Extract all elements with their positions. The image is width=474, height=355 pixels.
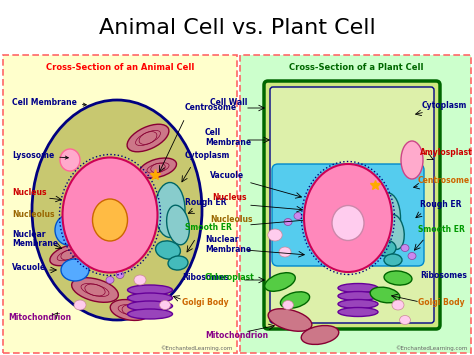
Ellipse shape: [160, 300, 170, 310]
Ellipse shape: [268, 309, 312, 331]
Ellipse shape: [294, 213, 302, 219]
Ellipse shape: [401, 245, 409, 251]
Ellipse shape: [332, 206, 364, 240]
Text: Smooth ER: Smooth ER: [418, 225, 465, 234]
Text: Cross-Section of an Animal Cell: Cross-Section of an Animal Cell: [46, 64, 194, 72]
Ellipse shape: [384, 271, 412, 285]
Text: Golgi Body: Golgi Body: [182, 298, 228, 307]
Ellipse shape: [167, 205, 190, 245]
Text: Centrosome: Centrosome: [418, 176, 470, 185]
Text: Ribosomes: Ribosomes: [420, 271, 467, 280]
Text: Cell Wall: Cell Wall: [210, 98, 247, 107]
Text: Nucleolus: Nucleolus: [210, 215, 253, 224]
Text: Centrosome: Centrosome: [185, 103, 237, 112]
Text: Animal Cell vs. Plant Cell: Animal Cell vs. Plant Cell: [99, 18, 375, 38]
Ellipse shape: [338, 307, 378, 317]
FancyBboxPatch shape: [240, 55, 471, 353]
Ellipse shape: [401, 141, 423, 179]
Ellipse shape: [279, 247, 291, 257]
Ellipse shape: [386, 215, 404, 249]
Text: Rough ER: Rough ER: [420, 200, 462, 209]
Ellipse shape: [92, 199, 128, 241]
Ellipse shape: [408, 252, 416, 260]
Ellipse shape: [95, 165, 105, 175]
Text: Chloroplast: Chloroplast: [205, 273, 255, 282]
Ellipse shape: [392, 300, 404, 310]
Ellipse shape: [128, 309, 173, 319]
Ellipse shape: [61, 259, 89, 281]
Ellipse shape: [155, 241, 181, 259]
Text: Vacuole: Vacuole: [210, 171, 244, 180]
Text: Cell Membrane: Cell Membrane: [12, 98, 86, 107]
Ellipse shape: [155, 182, 185, 237]
Ellipse shape: [284, 218, 292, 225]
Ellipse shape: [338, 291, 378, 300]
Ellipse shape: [32, 100, 202, 320]
Ellipse shape: [72, 278, 118, 302]
Ellipse shape: [126, 262, 134, 268]
FancyBboxPatch shape: [3, 55, 237, 353]
Ellipse shape: [63, 158, 157, 273]
Ellipse shape: [55, 215, 81, 245]
Ellipse shape: [338, 300, 378, 308]
Text: Mitochondrion: Mitochondrion: [8, 313, 71, 322]
Ellipse shape: [106, 277, 114, 284]
Ellipse shape: [168, 256, 188, 270]
Text: Vacuole: Vacuole: [12, 263, 46, 272]
Text: Membrane: Membrane: [205, 245, 251, 254]
Text: Membrane: Membrane: [205, 138, 251, 147]
Text: Nuclear: Nuclear: [12, 230, 46, 239]
Text: Smooth ER: Smooth ER: [185, 223, 232, 232]
Text: ©EnchantedLearning.com: ©EnchantedLearning.com: [161, 345, 233, 351]
Ellipse shape: [116, 272, 124, 279]
Ellipse shape: [127, 124, 169, 152]
Ellipse shape: [264, 273, 295, 291]
Ellipse shape: [281, 292, 310, 308]
Ellipse shape: [304, 164, 392, 272]
FancyBboxPatch shape: [270, 87, 434, 323]
Text: Nucleolus: Nucleolus: [12, 210, 55, 219]
FancyBboxPatch shape: [264, 81, 440, 329]
Ellipse shape: [70, 216, 80, 224]
Ellipse shape: [139, 158, 176, 178]
Text: Cell: Cell: [205, 128, 221, 137]
Ellipse shape: [283, 300, 293, 310]
Ellipse shape: [384, 254, 402, 266]
Text: Cytoplasm: Cytoplasm: [422, 101, 467, 110]
Ellipse shape: [128, 301, 173, 311]
Text: ©EnchantedLearning.com: ©EnchantedLearning.com: [396, 345, 468, 351]
Text: Cytoplasm: Cytoplasm: [185, 151, 230, 160]
Ellipse shape: [128, 293, 173, 303]
Ellipse shape: [50, 244, 86, 266]
Text: Nucleus: Nucleus: [212, 193, 246, 202]
Text: Nucleus: Nucleus: [12, 188, 46, 197]
Ellipse shape: [301, 326, 339, 344]
Text: Lysosome: Lysosome: [12, 151, 68, 160]
Ellipse shape: [110, 300, 150, 321]
FancyBboxPatch shape: [272, 164, 424, 266]
Ellipse shape: [338, 284, 378, 293]
Text: Golgi Body: Golgi Body: [418, 298, 465, 307]
Text: Nuclear: Nuclear: [205, 235, 238, 244]
Ellipse shape: [78, 174, 92, 186]
Ellipse shape: [268, 229, 282, 241]
Ellipse shape: [370, 287, 400, 303]
Ellipse shape: [128, 285, 173, 295]
Text: Rough ER: Rough ER: [185, 198, 227, 207]
Ellipse shape: [60, 149, 80, 171]
Ellipse shape: [134, 275, 146, 285]
Text: Cross-Section of a Plant Cell: Cross-Section of a Plant Cell: [289, 64, 423, 72]
Ellipse shape: [374, 240, 396, 256]
Text: Membrane: Membrane: [12, 239, 58, 248]
Ellipse shape: [74, 300, 86, 310]
Ellipse shape: [400, 316, 410, 324]
Ellipse shape: [375, 193, 401, 243]
Ellipse shape: [86, 195, 98, 205]
Text: Amylosplast: Amylosplast: [420, 148, 473, 157]
Text: Ribosomes: Ribosomes: [182, 273, 229, 282]
Text: Mitochondrion: Mitochondrion: [205, 331, 268, 340]
